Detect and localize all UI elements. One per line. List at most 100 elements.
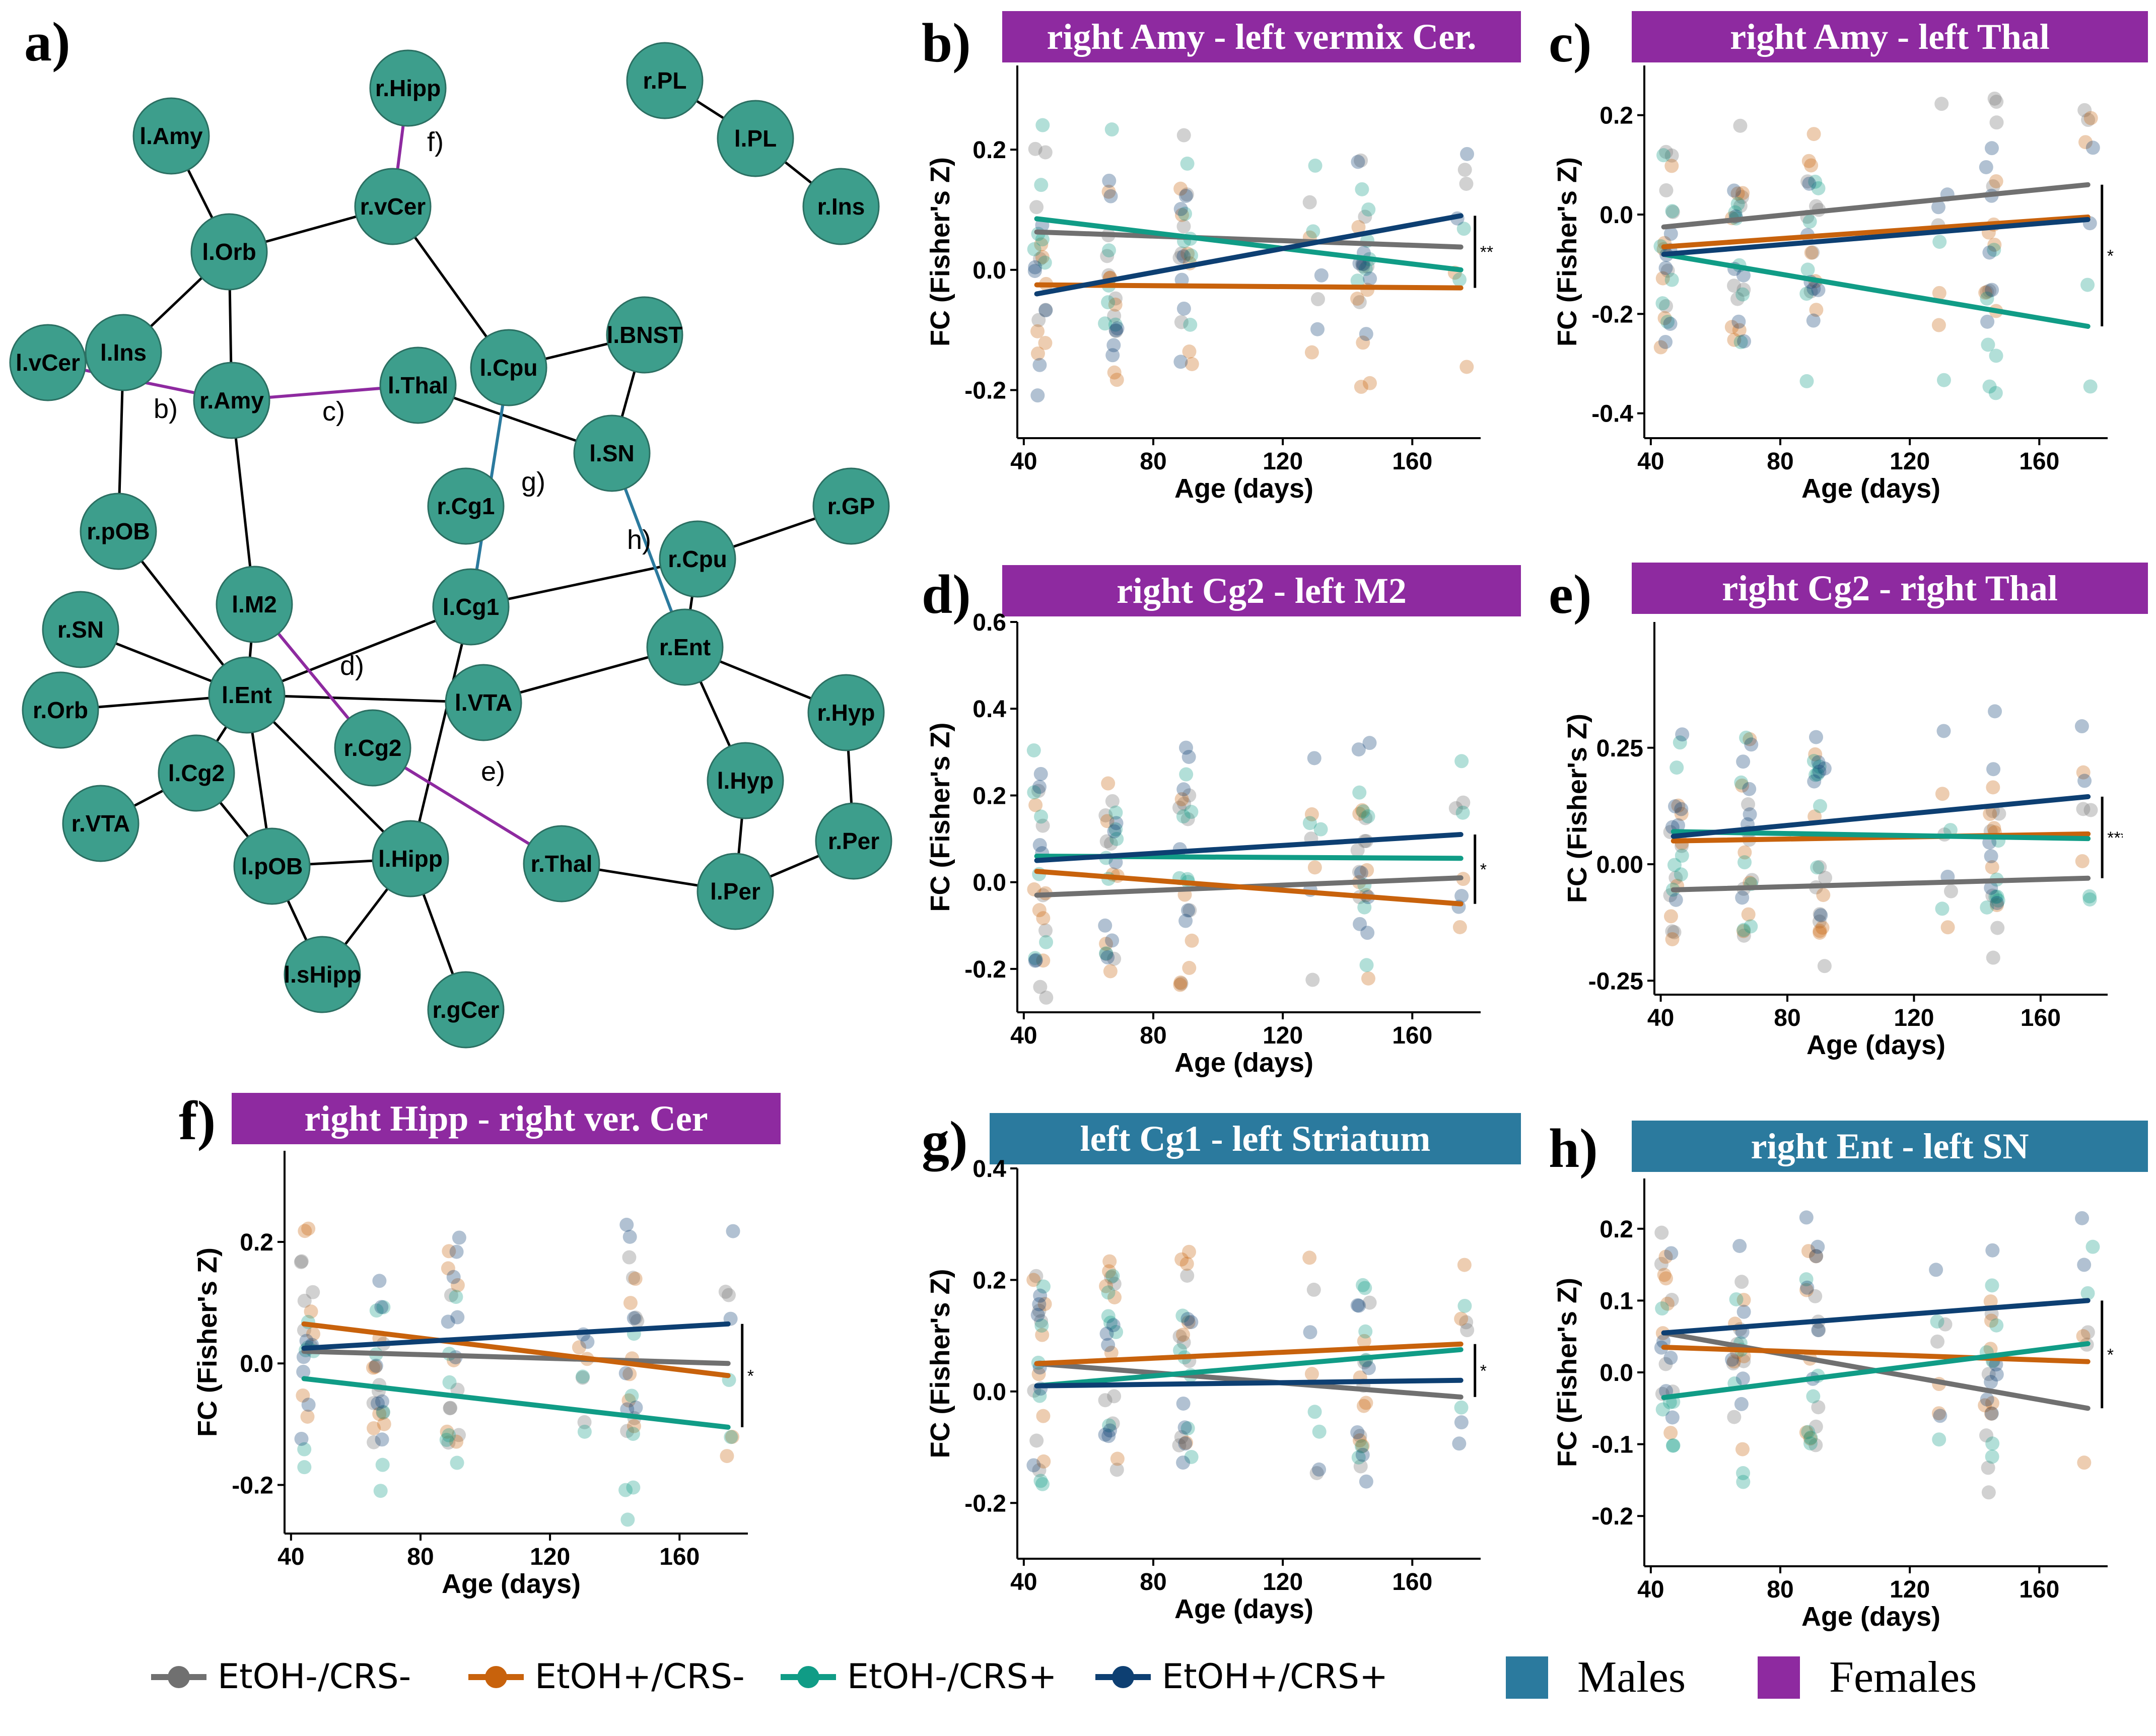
network-node: r.gCer — [427, 971, 505, 1049]
data-point — [1810, 767, 1825, 782]
network-edge — [246, 694, 411, 860]
data-point — [304, 1304, 318, 1319]
edge-tag-label: e) — [481, 756, 505, 787]
trend-line — [1671, 794, 2091, 839]
data-point — [1105, 794, 1120, 808]
data-point — [1809, 1438, 1823, 1452]
data-point — [1174, 1430, 1189, 1444]
data-point — [1304, 1367, 1319, 1381]
network-node-circle — [85, 314, 162, 391]
data-point — [1989, 95, 2004, 109]
x-tick-label: 40 — [1637, 448, 1664, 475]
network-node-label: l.Hipp — [378, 846, 443, 872]
data-point — [1813, 924, 1827, 938]
data-point — [1179, 187, 1194, 202]
significance-label: * — [747, 1366, 754, 1385]
data-point — [1735, 186, 1750, 200]
data-point — [1733, 198, 1748, 213]
data-point — [298, 1224, 312, 1238]
data-point — [1460, 147, 1475, 161]
data-point — [1037, 255, 1052, 270]
data-point — [372, 1274, 387, 1288]
data-point — [1736, 923, 1751, 937]
data-point — [1806, 127, 1821, 142]
data-point — [1353, 917, 1367, 931]
network-edge — [246, 693, 484, 704]
data-point — [1978, 1398, 1992, 1413]
network-node: l.vCer — [9, 324, 87, 401]
data-point — [1980, 314, 1995, 329]
data-point — [1668, 799, 1683, 814]
y-tick-label: -0.2 — [1591, 1503, 1633, 1530]
data-point — [1727, 1410, 1742, 1424]
data-point — [1302, 816, 1317, 830]
data-point — [1990, 921, 2005, 935]
network-node-label: r.vCer — [360, 193, 426, 220]
x-tick-label: 40 — [1647, 1005, 1674, 1031]
network-node: l.Ins — [85, 314, 162, 391]
data-point — [1984, 1375, 1998, 1390]
data-point — [1182, 960, 1197, 975]
data-point — [1985, 1436, 2000, 1451]
edge-tag-label: b) — [154, 394, 178, 424]
data-point — [2083, 803, 2098, 817]
data-point — [1935, 901, 1950, 916]
data-point — [1736, 268, 1751, 283]
data-point — [1460, 1323, 1475, 1338]
x-tick-label: 80 — [1140, 1569, 1166, 1595]
network-node-circle — [216, 566, 293, 643]
data-point — [2080, 1286, 2095, 1300]
significance-label: * — [2107, 246, 2114, 265]
data-point — [1454, 1415, 1469, 1430]
data-point — [1354, 1439, 1369, 1453]
data-point — [1730, 292, 1745, 306]
network-node-circle — [193, 362, 270, 439]
data-point — [1739, 730, 1754, 745]
data-point — [1671, 798, 1686, 813]
data-point — [1034, 1314, 1049, 1329]
data-point — [1180, 246, 1195, 261]
data-point — [1102, 1264, 1117, 1279]
data-point — [1659, 299, 1674, 313]
data-point — [1108, 805, 1123, 820]
significance-label: * — [2107, 1345, 2114, 1364]
data-point — [1359, 327, 1373, 341]
data-point — [1656, 148, 1671, 163]
network-node-circle — [432, 568, 510, 646]
data-point — [1108, 822, 1123, 837]
data-point — [1812, 759, 1827, 774]
data-point — [575, 1370, 590, 1385]
data-point — [1033, 980, 1048, 994]
data-point — [1733, 118, 1748, 133]
data-point — [1026, 1273, 1041, 1287]
network-node-circle — [659, 520, 736, 598]
data-point — [1808, 747, 1823, 761]
data-point — [1811, 755, 1826, 770]
legend-females-swatch — [1758, 1656, 1800, 1699]
data-point — [1028, 953, 1042, 968]
data-point — [1099, 936, 1114, 951]
data-point — [1185, 933, 1199, 948]
data-point — [299, 1334, 314, 1348]
x-tick-label: 80 — [1140, 1022, 1166, 1049]
data-point — [1100, 950, 1115, 964]
data-point — [1943, 823, 1958, 838]
data-point — [1735, 778, 1750, 793]
trend-line — [1671, 875, 2091, 892]
data-point — [1932, 1432, 1946, 1447]
data-point — [1036, 1454, 1051, 1469]
data-point — [1658, 1249, 1673, 1264]
data-point — [580, 1335, 595, 1349]
data-point — [627, 1419, 641, 1433]
y-tick-label: -0.2 — [964, 378, 1006, 404]
data-point — [1736, 1349, 1751, 1363]
data-point — [1811, 283, 1826, 297]
network-node-circle — [22, 671, 99, 749]
y-axis-label: FC (Fisher's Z) — [192, 1247, 223, 1437]
data-point — [1358, 210, 1372, 224]
data-point — [1665, 1410, 1680, 1425]
data-point — [1101, 243, 1116, 258]
data-point — [1979, 160, 1993, 174]
data-point — [1807, 774, 1822, 789]
network-node-circle — [802, 168, 880, 245]
